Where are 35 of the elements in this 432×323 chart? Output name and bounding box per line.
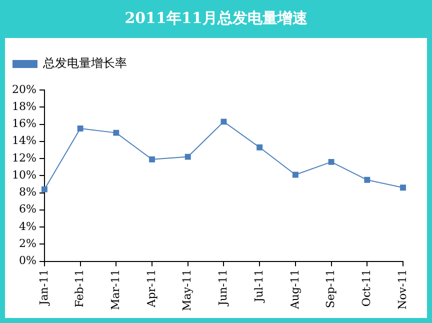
- y-tick-label: 0%: [18, 254, 36, 268]
- y-tick-label: 2%: [18, 236, 36, 250]
- y-tick-label: 18%: [12, 100, 36, 113]
- x-tick-label: Apr-11: [144, 269, 158, 308]
- chart-title: 2011年11月总发电量增速: [124, 8, 308, 29]
- point: [256, 144, 263, 150]
- y-tick-label: 4%: [18, 220, 36, 233]
- y-tick-label: 14%: [12, 134, 36, 148]
- y-tick-label: 6%: [18, 202, 36, 216]
- x-tick-label: Jul-11: [252, 269, 266, 303]
- x-tick-label: Mar-11: [109, 269, 122, 310]
- point: [113, 130, 120, 136]
- point: [292, 172, 298, 178]
- point: [184, 154, 191, 160]
- point: [328, 158, 334, 165]
- x-tick-label: Sep-11: [324, 269, 338, 308]
- point: [400, 184, 406, 191]
- y-tick-label: 8%: [18, 186, 36, 199]
- y-tick-label: 20%: [12, 82, 36, 96]
- point: [220, 118, 227, 125]
- point: [364, 176, 370, 183]
- x-tick-label: Jan-11: [37, 269, 50, 306]
- x-tick-label: Feb-11: [73, 269, 86, 308]
- y-tick-label: 16%: [12, 117, 36, 130]
- y-tick-label: 12%: [12, 151, 36, 164]
- x-tick-label: Aug-11: [288, 269, 302, 310]
- x-tick-label: Nov-11: [396, 269, 409, 310]
- point: [77, 126, 84, 132]
- x-tick-label: May-11: [180, 269, 194, 311]
- x-tick-label: Oct-11: [360, 269, 374, 307]
- point: [41, 186, 48, 192]
- x-tick-label: Jun-11: [216, 269, 230, 307]
- point: [149, 156, 155, 162]
- legend-label: 总发电量增长率: [42, 56, 127, 70]
- y-tick-label: 10%: [12, 168, 36, 182]
